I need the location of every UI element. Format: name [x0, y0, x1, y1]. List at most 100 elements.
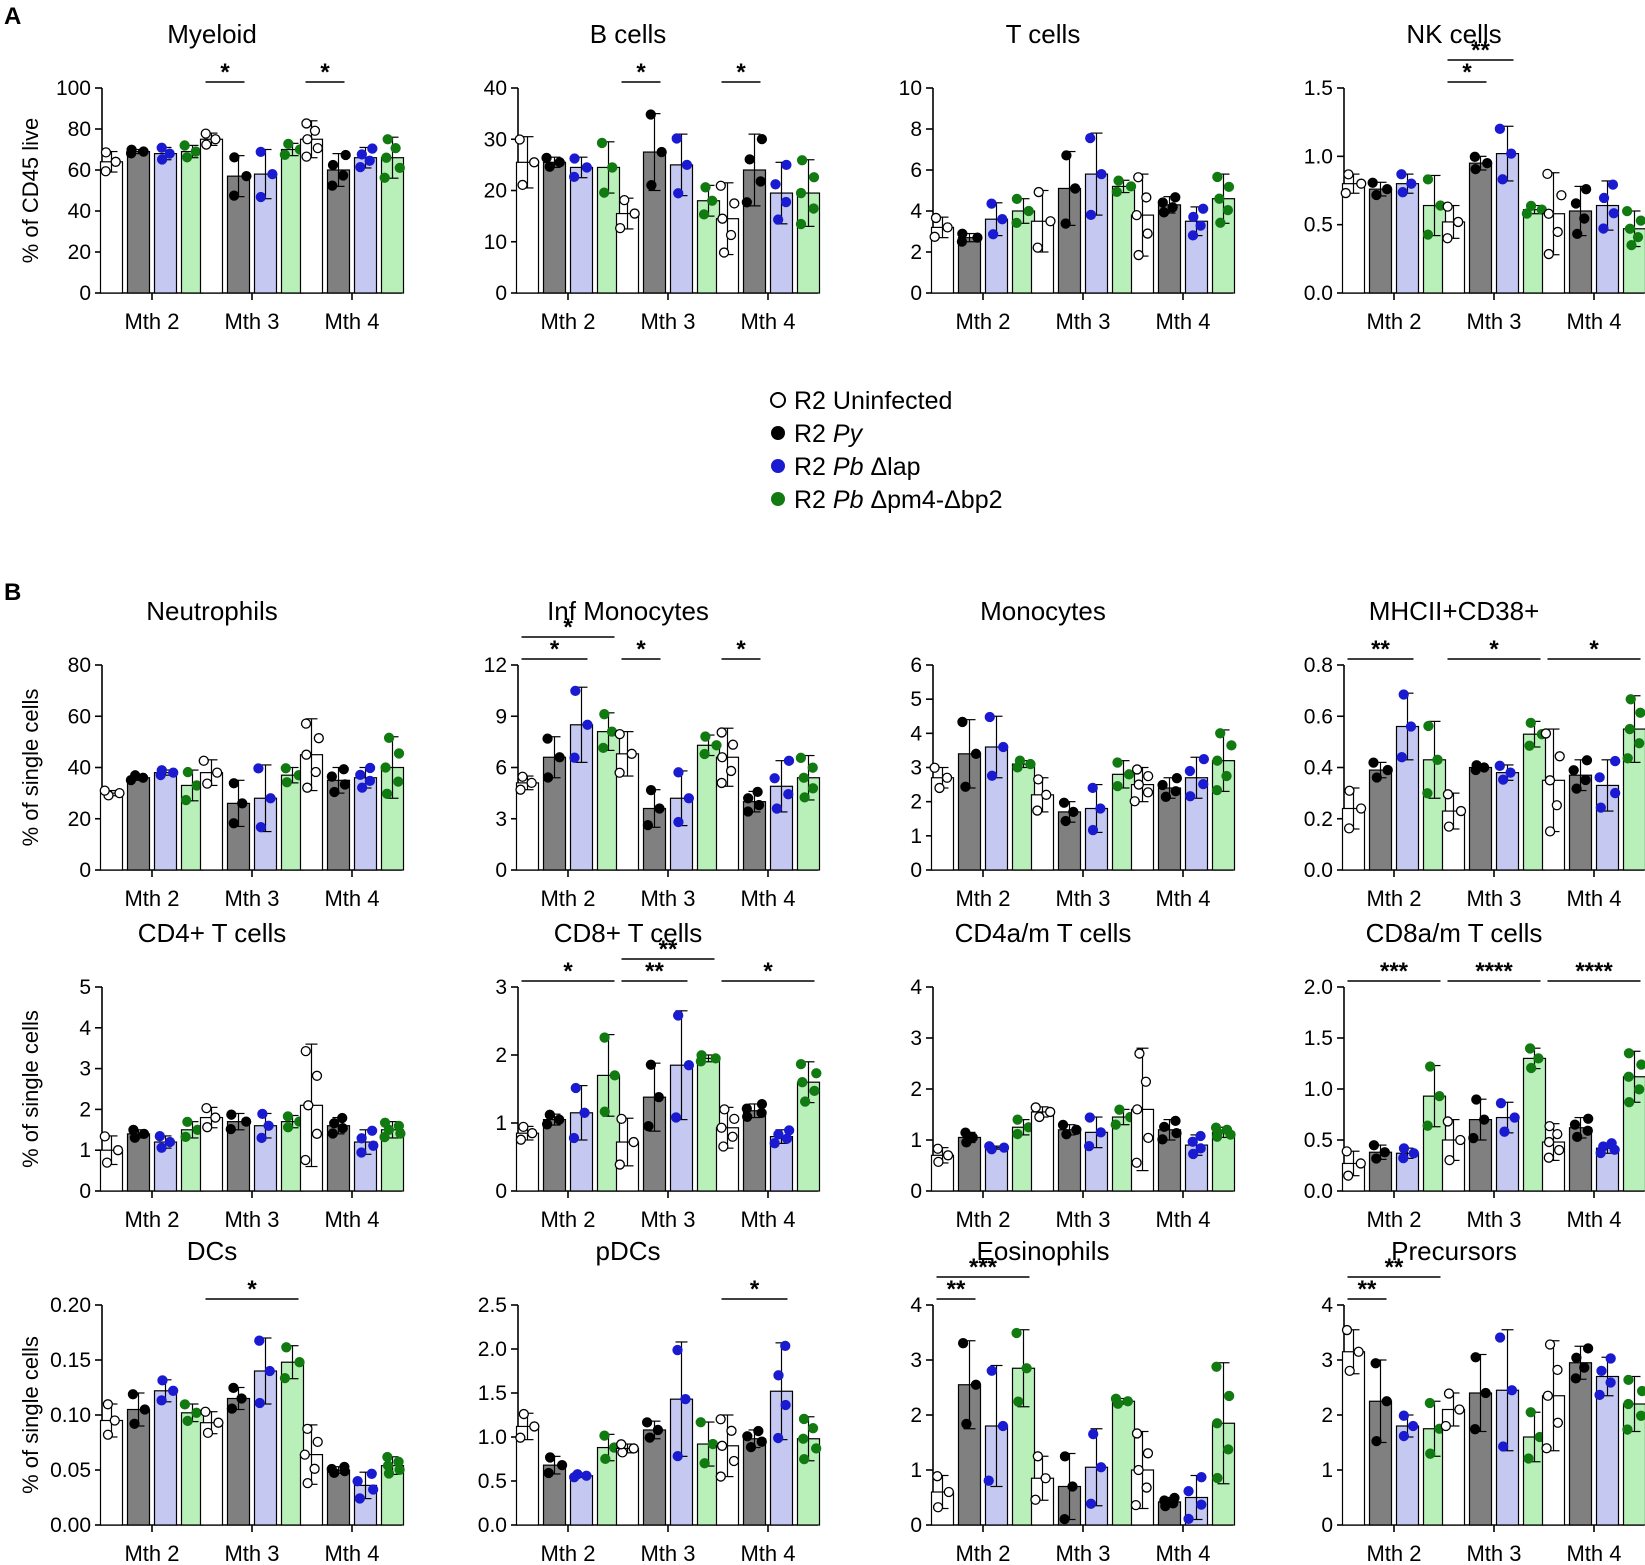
replicate-point: [379, 1117, 391, 1128]
replicate-point: [527, 1128, 538, 1139]
y-tick-label: 40: [484, 77, 507, 100]
replicate-point: [310, 766, 321, 778]
replicate-point: [1498, 1441, 1509, 1452]
replicate-point: [300, 1154, 311, 1166]
replicate-point: [930, 212, 942, 224]
replicate-point: [1525, 717, 1536, 729]
replicate-point: [1552, 1128, 1563, 1140]
y-tick-label: 0.00: [50, 1514, 91, 1537]
replicate-point: [1454, 1404, 1465, 1415]
replicate-point: [1444, 1154, 1455, 1166]
replicate-point: [1140, 1076, 1152, 1087]
y-tick-label: 5: [910, 688, 922, 711]
replicate-point: [596, 137, 608, 149]
replicate-point: [181, 152, 193, 163]
replicate-point: [1142, 787, 1154, 798]
replicate-point: [1187, 1136, 1198, 1147]
x-tick-label: Mth 2: [1366, 1207, 1421, 1232]
replicate-point: [544, 1109, 555, 1120]
replicate-point: [1187, 230, 1199, 241]
y-tick-label: 0.10: [50, 1404, 91, 1427]
replicate-point: [616, 1113, 627, 1124]
replicate-point: [641, 1417, 653, 1428]
replicate-point: [1543, 248, 1554, 260]
significance-label: ****: [1575, 958, 1613, 985]
x-tick-label: Mth 3: [224, 309, 279, 334]
replicate-point: [699, 1458, 710, 1469]
replicate-point: [809, 1085, 820, 1097]
replicate-point: [1085, 1498, 1097, 1509]
replicate-point: [1013, 1396, 1024, 1407]
replicate-point: [1610, 787, 1621, 799]
y-tick-label: 0.2: [1304, 808, 1333, 831]
replicate-point: [264, 1365, 275, 1377]
replicate-point: [681, 159, 693, 171]
replicate-point: [1032, 242, 1043, 253]
replicate-point: [1544, 1120, 1555, 1132]
replicate-point: [569, 752, 580, 763]
replicate-point: [598, 742, 609, 754]
chart-nk-cells: NK cells 0.0 0.5 1.0 1.5 Mth 2 Mth 3 Mth 4 ***: [1304, 19, 1645, 334]
chart-title: Myeloid: [167, 19, 257, 49]
replicate-point: [744, 154, 755, 165]
chart-title: Eosinophils: [977, 1236, 1110, 1266]
replicate-point: [1636, 1059, 1645, 1070]
y-tick-label: 1: [495, 1112, 507, 1135]
replicate-point: [1085, 209, 1097, 221]
replicate-point: [728, 1455, 740, 1467]
replicate-point: [339, 1461, 350, 1473]
replicate-point: [715, 180, 726, 191]
replicate-point: [614, 729, 625, 740]
replicate-point: [180, 794, 192, 806]
replicate-point: [300, 1045, 311, 1057]
replicate-point: [1442, 201, 1453, 212]
chart-pdcs: pDCs 0.0 0.5 1.0 1.5 2.0 2.5 Mth 2 Mth 3 Mth 4 *: [478, 1236, 822, 1565]
replicate-point: [711, 740, 722, 751]
y-tick-label: 1.5: [478, 1382, 507, 1405]
replicate-point: [987, 229, 999, 240]
replicate-point: [797, 1077, 808, 1088]
bar: [515, 782, 540, 871]
y-tick-label: 4: [910, 200, 922, 223]
replicate-point: [382, 1460, 394, 1471]
x-tick-label: Mth 2: [124, 886, 179, 911]
replicate-point: [798, 1413, 810, 1425]
replicate-point: [1367, 177, 1378, 188]
replicate-point: [1609, 755, 1621, 767]
replicate-point: [1553, 1144, 1565, 1156]
replicate-point: [756, 133, 768, 145]
y-tick-label: 1.0: [478, 1426, 507, 1449]
chart-title: CD4+ T cells: [138, 918, 287, 948]
replicate-point: [1398, 1143, 1410, 1154]
replicate-point: [1542, 168, 1553, 180]
replicate-point: [1030, 1494, 1041, 1505]
replicate-point: [1087, 824, 1099, 836]
replicate-point: [1443, 1388, 1455, 1399]
replicate-point: [572, 1469, 583, 1480]
bar: [1395, 183, 1420, 294]
replicate-point: [1023, 205, 1034, 217]
y-tick-label: 2: [910, 1404, 922, 1427]
replicate-point: [1171, 1128, 1182, 1139]
replicate-point: [309, 125, 321, 136]
replicate-point: [609, 1070, 620, 1081]
replicate-point: [283, 138, 294, 149]
chart-title: pDCs: [595, 1236, 660, 1266]
replicate-point: [138, 146, 149, 157]
y-axis-label: % of single cells: [18, 689, 43, 847]
replicate-point: [337, 170, 349, 181]
replicate-point: [1141, 192, 1152, 203]
replicate-point: [700, 731, 711, 742]
replicate-point: [1083, 1141, 1095, 1152]
replicate-point: [182, 766, 194, 778]
y-tick-label: 0.20: [50, 1294, 91, 1317]
replicate-point: [1432, 754, 1443, 765]
replicate-point: [1095, 803, 1106, 814]
x-tick-label: Mth 4: [324, 1541, 379, 1565]
y-tick-label: 2.0: [1304, 976, 1333, 999]
y-tick-label: 60: [68, 159, 91, 182]
replicate-point: [1133, 779, 1144, 790]
replicate-point: [781, 1133, 793, 1144]
bar: [1568, 1362, 1593, 1526]
y-tick-label: 3: [495, 808, 507, 831]
